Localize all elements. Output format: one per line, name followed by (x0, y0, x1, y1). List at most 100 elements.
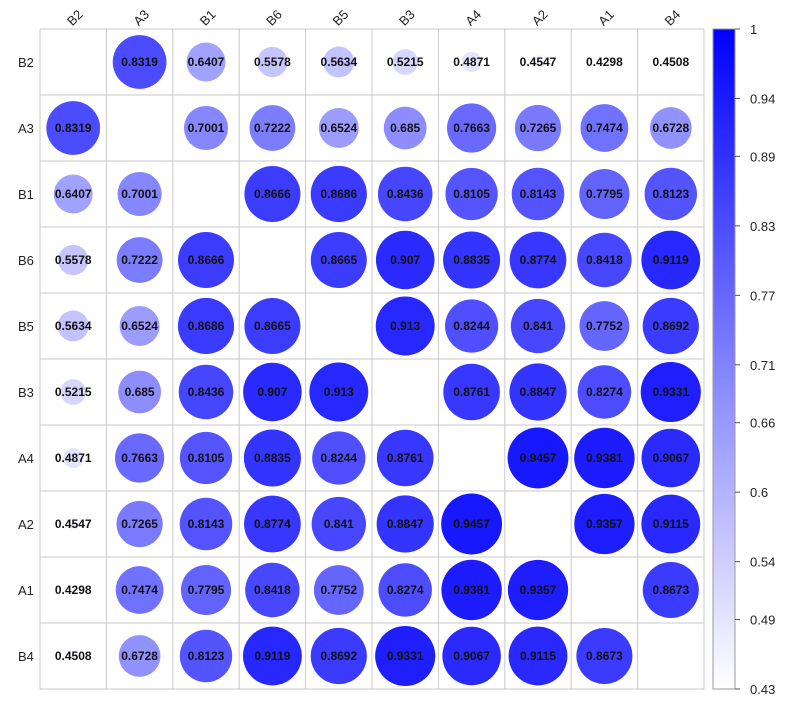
correlation-value: 0.9331 (652, 385, 689, 399)
correlation-value: 0.4871 (55, 451, 92, 465)
legend-tick-label: 0.89 (750, 149, 775, 164)
correlation-value: 0.9381 (453, 583, 490, 597)
correlation-value: 0.7663 (121, 451, 158, 465)
column-label: B4 (662, 7, 684, 29)
correlation-circle (66, 517, 80, 531)
correlation-circle (63, 447, 84, 469)
correlation-value: 0.4547 (520, 55, 557, 69)
correlation-circle (244, 298, 301, 354)
correlation-value: 0.9331 (387, 649, 424, 663)
correlation-value: 0.685 (390, 121, 420, 135)
correlation-circle (257, 46, 288, 78)
correlation-value: 0.8665 (320, 253, 357, 267)
correlation-circle (641, 494, 701, 554)
correlation-value: 0.8274 (586, 385, 623, 399)
legend-tick-label: 0.83 (750, 219, 775, 234)
correlation-value: 0.8319 (121, 55, 158, 69)
correlation-value: 0.4508 (55, 649, 92, 663)
legend-tick-label: 0.43 (750, 682, 775, 697)
correlation-value: 0.8244 (320, 451, 357, 465)
correlation-value: 0.4508 (652, 55, 689, 69)
correlation-circle (375, 296, 435, 356)
correlation-value: 0.5215 (55, 385, 92, 399)
legend-tick-label: 0.77 (750, 288, 775, 303)
correlation-circle (580, 104, 629, 152)
row-label: B6 (18, 253, 34, 268)
correlation-value: 0.4298 (586, 55, 623, 69)
correlation-circle (579, 168, 630, 220)
correlation-circle (117, 171, 162, 217)
correlation-value: 0.7752 (320, 583, 357, 597)
correlation-value: 0.7265 (520, 121, 557, 135)
correlation-circle (46, 101, 101, 155)
correlation-value: 0.7001 (188, 121, 225, 135)
row-label: A3 (18, 121, 34, 136)
correlation-value: 0.6407 (188, 55, 225, 69)
correlation-value: 0.6728 (121, 649, 158, 663)
column-label: A2 (529, 7, 551, 29)
correlation-circle (579, 301, 630, 351)
correlation-circle (649, 107, 692, 149)
correlation-circle (461, 51, 482, 73)
correlation-value: 0.907 (390, 253, 420, 267)
correlation-circle (242, 626, 302, 686)
correlation-circle (180, 564, 232, 616)
correlation-circle (447, 103, 497, 153)
row-label: A1 (18, 583, 34, 598)
column-label: A1 (595, 7, 617, 29)
row-label: A4 (18, 451, 34, 466)
correlation-circle (443, 363, 500, 421)
correlation-circle (641, 230, 701, 290)
correlation-value: 0.6407 (55, 187, 92, 201)
correlation-circle (576, 627, 633, 685)
correlation-value: 0.8847 (387, 517, 424, 531)
legend-tick-label: 0.71 (750, 358, 775, 373)
correlation-circle (115, 566, 164, 614)
correlation-circle (577, 232, 632, 288)
correlation-value: 0.8274 (387, 583, 424, 597)
row-label: B3 (18, 385, 34, 400)
legend-tick-label: 0.66 (750, 416, 775, 431)
correlation-value: 0.7663 (453, 121, 490, 135)
correlation-circle (507, 427, 569, 489)
correlation-value: 0.8673 (586, 649, 623, 663)
correlation-value: 0.8692 (652, 319, 689, 333)
correlation-value: 0.8105 (188, 451, 225, 465)
correlation-value: 0.6524 (320, 121, 357, 135)
correlation-circle (310, 165, 367, 223)
correlation-value: 0.8436 (387, 187, 424, 201)
correlation-circle (312, 431, 366, 485)
correlation-value: 0.6728 (652, 121, 689, 135)
correlation-value: 0.8666 (188, 253, 225, 267)
correlation-value: 0.7795 (188, 583, 225, 597)
correlation-circle (445, 167, 498, 221)
correlation-circle (310, 232, 367, 288)
correlation-circle (310, 627, 367, 685)
correlation-value: 0.7001 (121, 187, 158, 201)
correlation-circle (640, 361, 701, 423)
correlation-value: 0.5634 (55, 319, 92, 333)
correlation-value: 0.8835 (254, 451, 291, 465)
correlation-circle (443, 231, 501, 289)
axis-labels: B2 A3 B1 B6 B5 B3 A4 A2 A1 B4 B2 A3 B1 B6 B5 B3 A4 A2 A1 B4 (18, 7, 683, 664)
column-label: A3 (130, 7, 152, 29)
correlation-circle (577, 365, 632, 419)
correlation-value: 0.6524 (121, 319, 158, 333)
correlation-circle (243, 429, 301, 487)
correlation-circle (441, 559, 502, 621)
correlation-value: 0.8692 (320, 649, 357, 663)
correlation-value: 0.5578 (55, 253, 92, 267)
correlation-circle (71, 588, 76, 592)
correlation-circle (574, 427, 635, 489)
correlation-value: 0.4547 (55, 517, 92, 531)
correlation-value: 0.9067 (453, 649, 490, 663)
correlation-value: 0.7752 (586, 319, 623, 333)
correlation-value: 0.8673 (652, 583, 689, 597)
correlation-value: 0.8123 (652, 187, 689, 201)
correlation-value: 0.5215 (387, 55, 424, 69)
correlation-circle (179, 629, 233, 683)
correlation-value: 0.841 (523, 319, 553, 333)
legend-tick-label: 0.94 (750, 91, 775, 106)
correlation-circle (644, 167, 698, 221)
color-legend: 1 0.94 0.89 0.83 0.77 0.71 0.66 0.6 0.54 0.49 0.43 (712, 22, 775, 697)
